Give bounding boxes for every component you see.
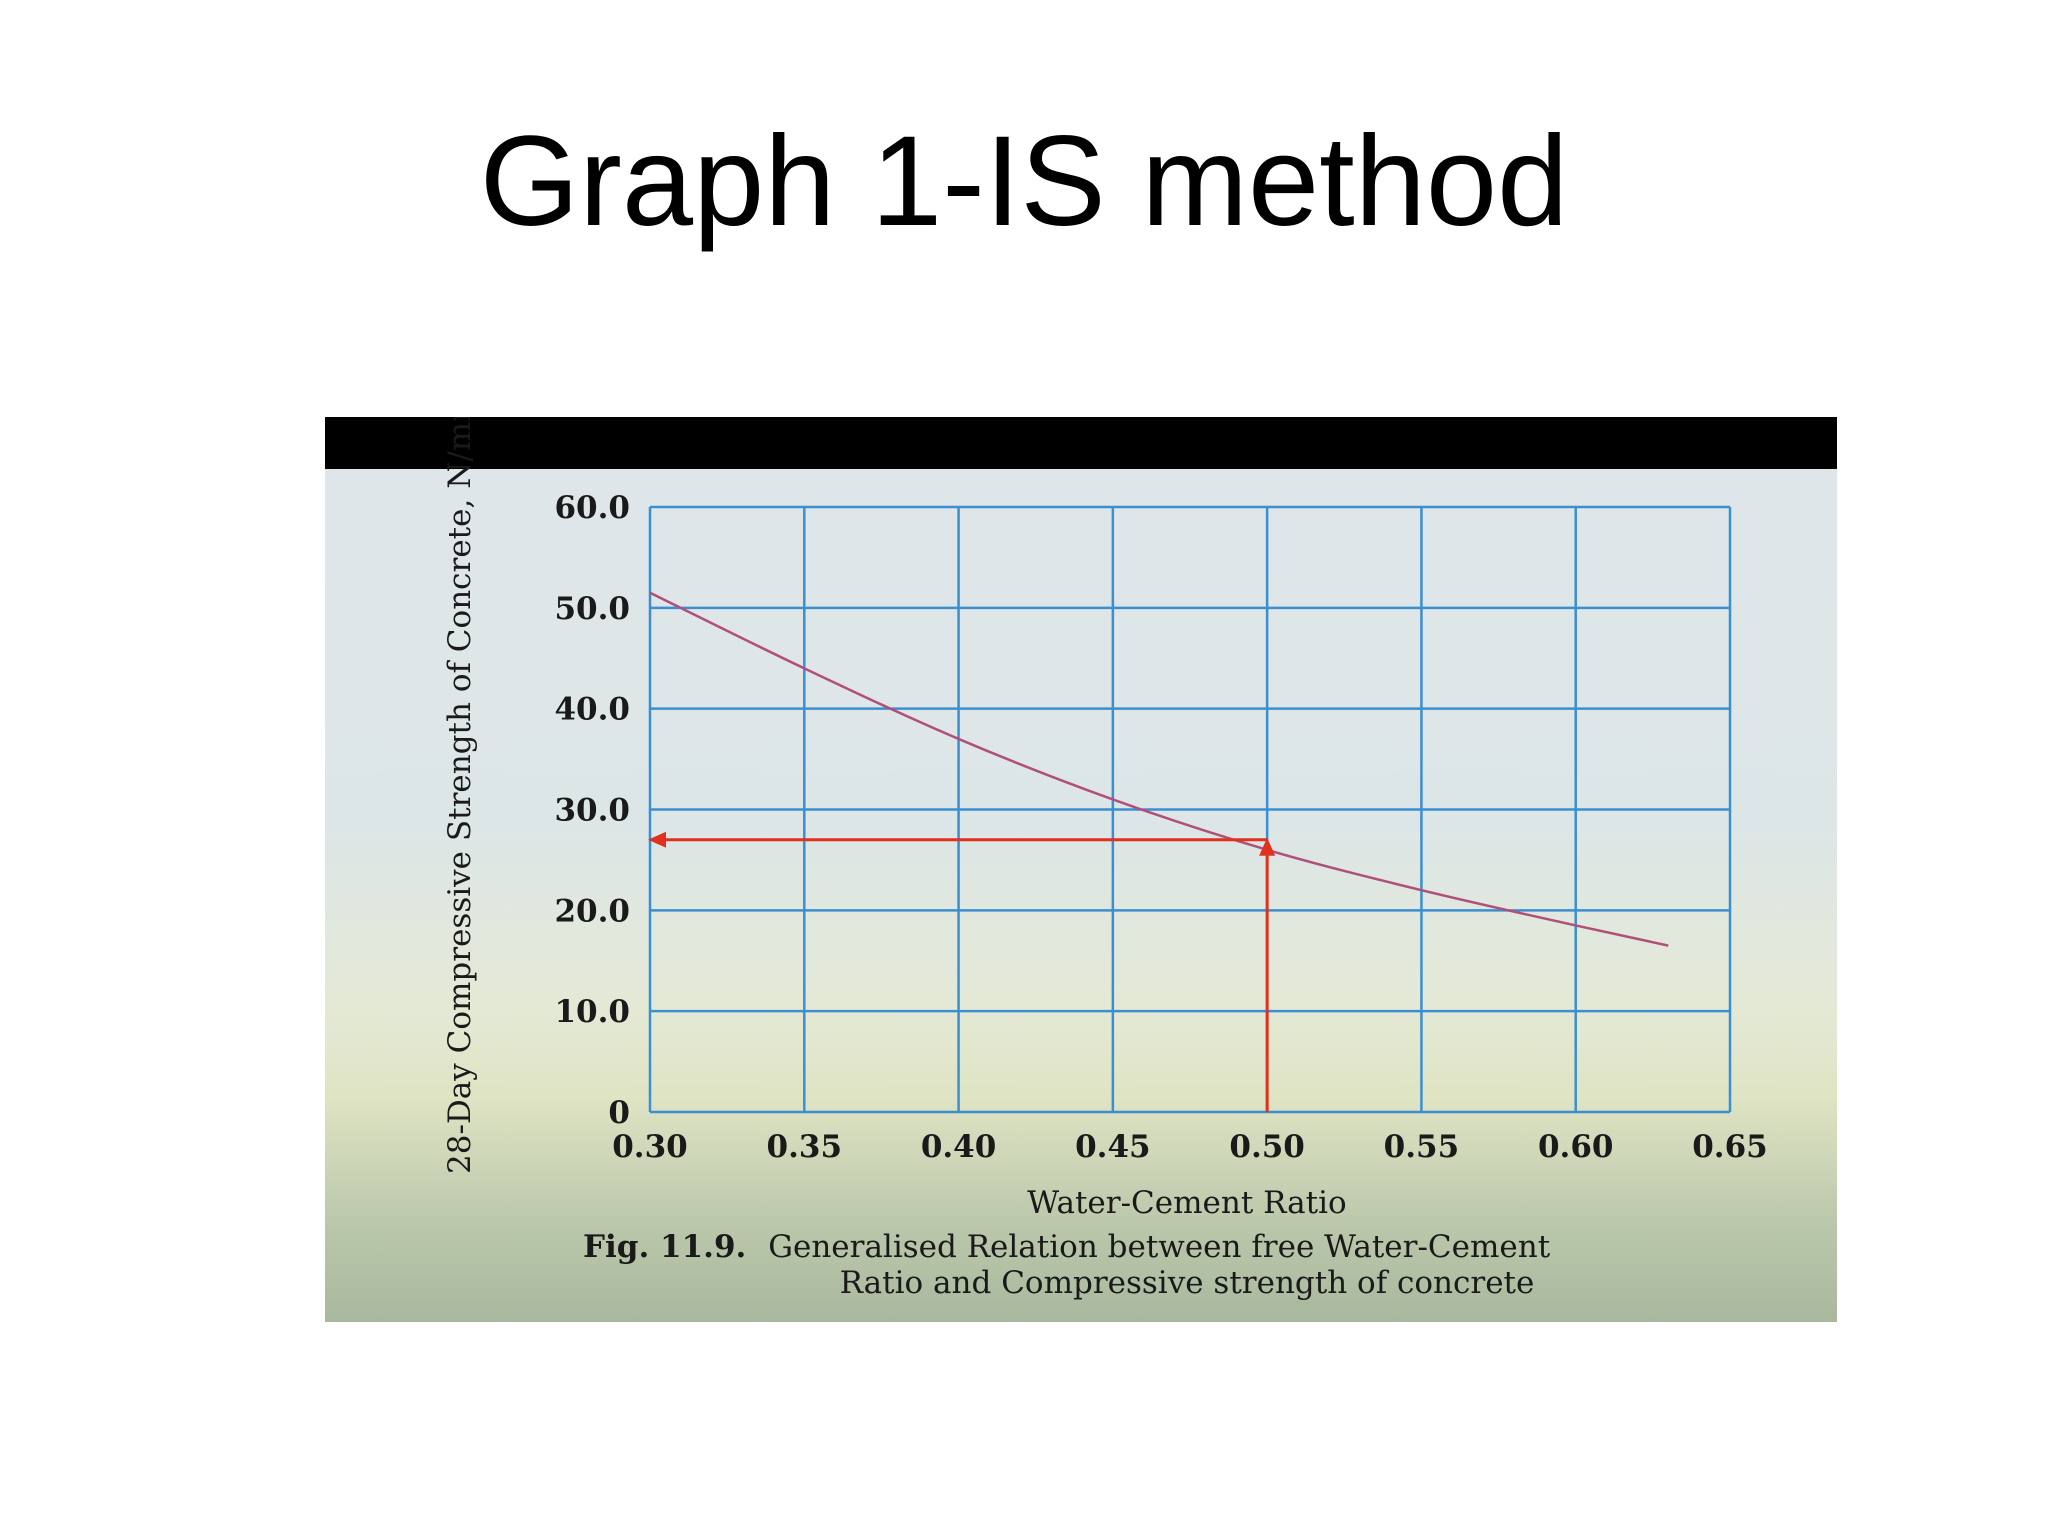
x-tick-label: 0.50	[1229, 1129, 1305, 1165]
annotation-arrows	[648, 831, 1276, 1112]
y-axis-ticks: 0 10.0 20.0 30.0 40.0 50.0 60.0	[554, 490, 630, 1131]
x-tick-label: 0.55	[1384, 1129, 1460, 1165]
figure-caption-label: Fig. 11.9.	[583, 1229, 746, 1265]
x-tick-label: 0.35	[767, 1129, 843, 1165]
x-tick-label: 0.40	[921, 1129, 997, 1165]
x-tick-label: 0.45	[1075, 1129, 1151, 1165]
chart: 010.020.030.040.050.060.0 0.30 0.35 0.40 0.…	[442, 417, 1768, 1301]
chart-grid	[648, 505, 1732, 1114]
y-tick-label: 0	[608, 1095, 630, 1131]
x-axis-label: Water-Cement Ratio	[1027, 1185, 1346, 1221]
x-axis-ticks: 0.30 0.35 0.40 0.45 0.50 0.55 0.60 0.65	[612, 1129, 1768, 1165]
annotation-up-arrowhead	[1259, 837, 1276, 856]
figure-image: 0 10.0 20.0 30.0 40.0 50.0 60.0 0.30 0.35 0.40 0.…	[325, 417, 1837, 1322]
y-tick-label: 40.0	[554, 692, 630, 728]
y-tick-label: 60.0	[554, 490, 630, 526]
y-tick-label: 50.0	[554, 591, 630, 627]
figure-caption-text: Generalised Relation between free Water-…	[768, 1229, 1550, 1265]
figure-caption-line1: Fig. 11.9. Generalised Relation between …	[583, 1229, 1551, 1265]
y-tick-label: 30.0	[554, 793, 630, 829]
figure-top-bar	[325, 417, 1837, 469]
y-tick-label: 20.0	[554, 893, 630, 929]
x-tick-label: 0.65	[1692, 1129, 1768, 1165]
strength-curve	[649, 591, 1669, 947]
x-tick-label: 0.60	[1538, 1129, 1614, 1165]
slide-title: Graph 1-IS method	[479, 110, 1569, 253]
y-tick-label: 10.0	[554, 994, 630, 1030]
x-tick-label: 0.30	[612, 1129, 688, 1165]
annotation-left-arrowhead	[648, 831, 666, 848]
y-axis-label: 28-Day Compressive Strength of Concrete,…	[442, 417, 478, 1174]
figure-caption-line2: Ratio and Compressive strength of concre…	[840, 1265, 1535, 1301]
